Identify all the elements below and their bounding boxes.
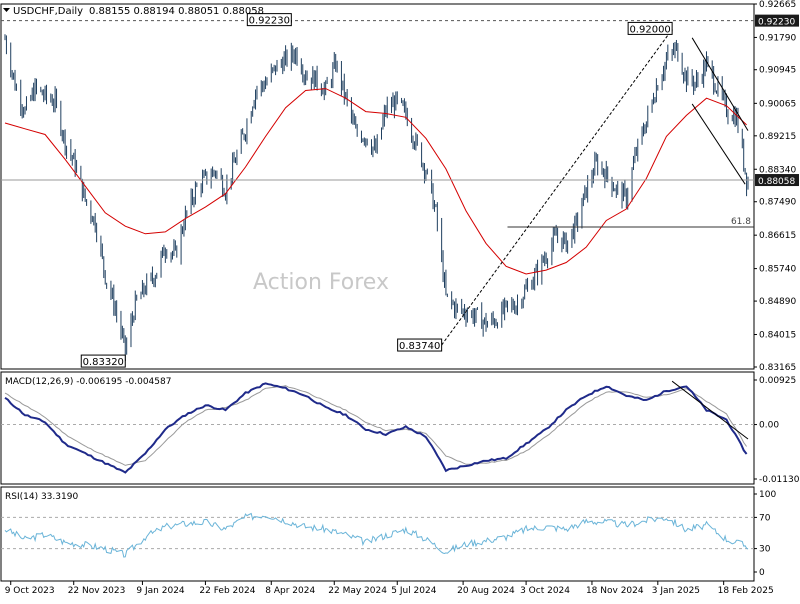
macd-y-tick-label: 0.00925 <box>759 376 796 386</box>
rsi-label: RSI(14) 33.3190 <box>5 492 78 502</box>
rsi-y-tick-label: 70 <box>759 513 771 523</box>
trendline <box>691 103 746 185</box>
y-tick-label: 0.84890 <box>759 297 796 307</box>
y-tick-label: 0.92665 <box>759 0 796 10</box>
dropdown-triangle-icon[interactable] <box>3 8 10 12</box>
y-tick-label: 0.83165 <box>759 363 796 373</box>
trendline <box>691 37 749 131</box>
x-tick-label: 18 Nov 2024 <box>586 586 644 596</box>
x-tick-label: 3 Oct 2024 <box>520 586 570 596</box>
rsi-y-tick-label: 100 <box>759 490 776 500</box>
x-tick-label: 22 May 2024 <box>328 586 387 596</box>
rsi-panel-frame <box>0 486 755 582</box>
ohlc-label: 0.88155 0.88194 0.88051 0.88058 <box>89 6 264 17</box>
macd-label: MACD(12,26,9) -0.006195 -0.004587 <box>5 377 171 387</box>
moving-average-line <box>4 88 747 275</box>
macd-line <box>4 382 748 474</box>
x-tick-label: 9 Oct 2023 <box>5 586 55 596</box>
annotation-label: 0.92230 <box>249 16 290 27</box>
x-tick-label: 5 Jul 2024 <box>391 586 436 596</box>
annotation-label: 0.83320 <box>83 357 124 368</box>
rsi-y-tick-label: 0 <box>759 568 765 578</box>
annotation-box <box>80 354 126 368</box>
macd-trendline <box>671 380 749 440</box>
x-tick-label: 3 Jan 2025 <box>652 586 700 596</box>
y-tick-label: 0.88340 <box>759 165 796 175</box>
x-tick-label: 20 Aug 2024 <box>457 586 515 596</box>
macd-signal-line <box>4 385 748 466</box>
watermark: Action Forex <box>253 270 389 295</box>
y-tick-label: 0.90945 <box>759 66 796 76</box>
current-price-label: 0.88058 <box>758 177 795 187</box>
macd-y-tick-label: 0.00 <box>759 421 779 431</box>
macd-y-tick-label: -0.011303 <box>759 475 800 485</box>
x-tick-label: 9 Jan 2024 <box>136 586 184 596</box>
annotation-label: 0.83740 <box>399 341 440 352</box>
y-tick-label: 0.90065 <box>759 99 796 109</box>
annotation-box <box>246 13 292 27</box>
fib-level-label: 61.8 <box>731 217 751 227</box>
x-tick-label: 8 Apr 2024 <box>265 586 315 596</box>
current-price-marker <box>755 174 799 187</box>
x-tick-label: 22 Nov 2023 <box>68 586 126 596</box>
y-tick-label: 0.86615 <box>759 231 796 241</box>
x-tick-label: 22 Feb 2024 <box>199 586 255 596</box>
y-tick-label: 0.87490 <box>759 198 796 208</box>
y-tick-label: 0.85740 <box>759 265 796 275</box>
annotation-box <box>397 338 443 352</box>
x-tick-label: 18 Feb 2025 <box>718 586 774 596</box>
symbol-label: USDCHF,Daily <box>13 6 83 17</box>
price-panel-frame <box>0 3 755 370</box>
trendline <box>441 29 673 346</box>
y-tick-label: 0.89215 <box>759 132 796 142</box>
macd-panel-frame <box>0 371 755 485</box>
high-level-marker <box>755 14 799 27</box>
y-tick-label: 0.91790 <box>759 33 796 43</box>
rsi-line <box>4 512 749 558</box>
annotation-label: 0.92000 <box>629 24 670 35</box>
annotation-box <box>627 21 673 35</box>
y-tick-label: 0.84015 <box>759 331 796 341</box>
high-level-label: 0.92230 <box>758 18 795 28</box>
rsi-y-tick-label: 30 <box>759 545 771 555</box>
